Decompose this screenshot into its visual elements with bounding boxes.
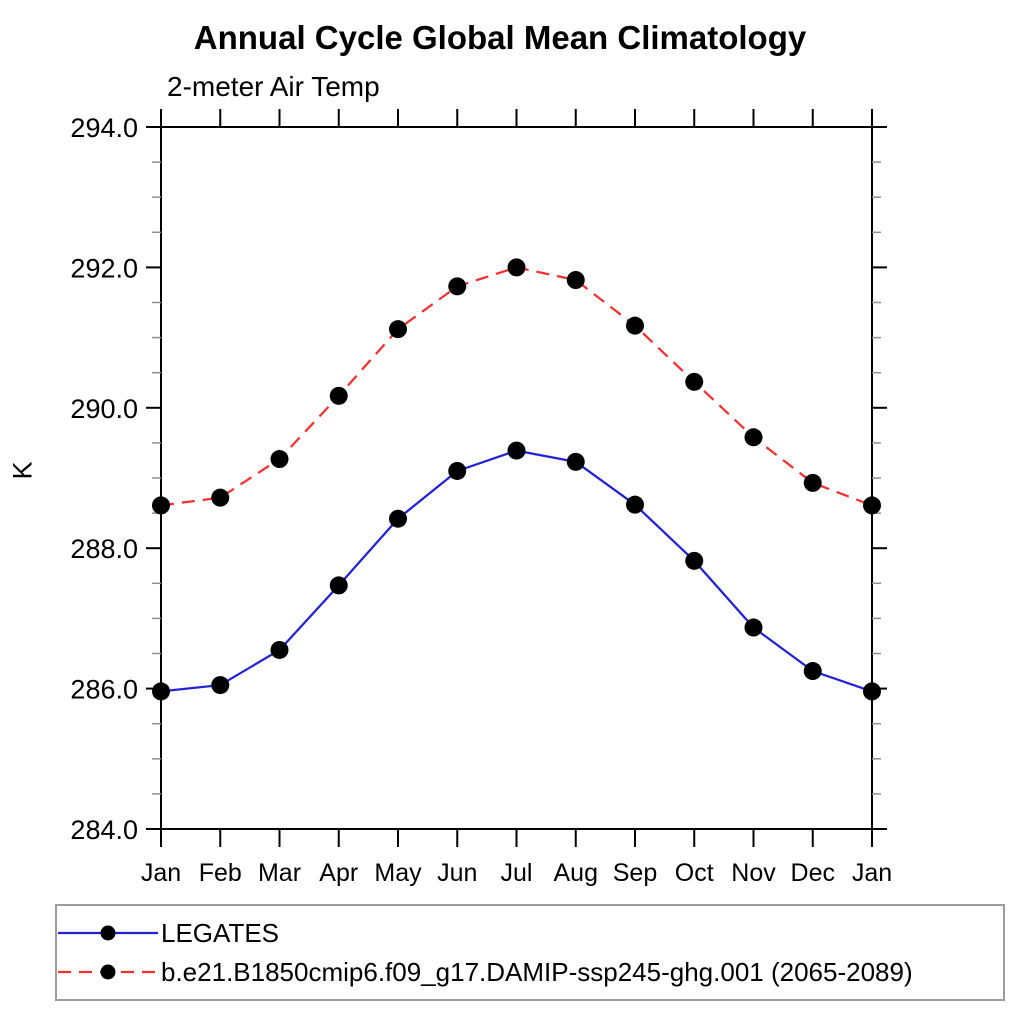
data-point-marker xyxy=(685,551,704,570)
plot-frame xyxy=(160,126,873,830)
chart-title: Annual Cycle Global Mean Climatology xyxy=(193,19,807,56)
data-point-marker xyxy=(507,441,526,460)
legend-label-ghg-run: b.e21.B1850cmip6.f09_g17.DAMIP-ssp245-gh… xyxy=(161,957,913,987)
data-point-marker xyxy=(863,682,881,701)
x-axis-tick-label: May xyxy=(374,859,422,887)
legend-label-legates: LEGATES xyxy=(161,918,280,948)
x-axis-tick-label: Jun xyxy=(437,859,477,887)
data-point-marker xyxy=(803,473,822,492)
data-point-marker xyxy=(152,496,170,515)
y-axis-tick-label: 288.0 xyxy=(70,534,138,564)
x-axis-tick-label: Apr xyxy=(319,859,358,887)
data-point-marker xyxy=(863,496,881,515)
x-axis-tick-label: Jan xyxy=(852,859,892,887)
x-axis-tick-label: Jan xyxy=(141,859,181,887)
series-line-legates xyxy=(160,449,873,693)
data-point-marker xyxy=(744,618,763,637)
data-point-marker xyxy=(744,428,763,447)
legend-box: LEGATES b.e21.B1850cmip6.f09_g17.DAMIP-s… xyxy=(55,904,1005,1001)
x-axis-tick-label: Jul xyxy=(501,859,533,887)
data-point-marker xyxy=(507,258,526,277)
x-axis-tick-label: Mar xyxy=(258,859,301,887)
x-axis-tick-label: Aug xyxy=(554,859,598,887)
data-point-marker xyxy=(566,271,585,290)
x-axis-tick-label: Sep xyxy=(613,859,657,887)
legend-sample-marker xyxy=(100,925,116,941)
legend-sample-marker xyxy=(100,964,116,980)
data-point-marker xyxy=(270,450,289,469)
chart-subtitle: 2-meter Air Temp xyxy=(167,71,380,102)
data-point-marker xyxy=(389,320,407,339)
x-axis-tick-label: Oct xyxy=(675,859,714,887)
x-axis-tick-label: Feb xyxy=(199,859,242,887)
data-point-marker xyxy=(448,277,467,296)
data-point-marker xyxy=(211,676,230,695)
data-point-marker xyxy=(329,386,348,405)
legend-item-legates: LEGATES xyxy=(58,920,1003,946)
data-point-marker xyxy=(626,495,644,514)
data-point-marker xyxy=(152,682,170,701)
y-axis-tick-label: 290.0 xyxy=(70,394,138,424)
legend-item-ghg-run: b.e21.B1850cmip6.f09_g17.DAMIP-ssp245-gh… xyxy=(58,959,1003,985)
data-point-marker xyxy=(211,488,230,507)
plot-area: Jan Feb Mar Apr May Jun Jul Aug Sep Oct Nov Dec Jan2… xyxy=(70,109,892,887)
ghg-run-line-sample xyxy=(58,964,158,980)
y-axis-tick-label: 284.0 xyxy=(70,815,138,845)
data-point-marker xyxy=(626,316,644,335)
data-point-marker xyxy=(329,576,348,595)
data-point-marker xyxy=(685,372,704,391)
data-point-marker xyxy=(389,509,407,528)
y-axis-tick-label: 286.0 xyxy=(70,675,138,705)
data-point-marker xyxy=(448,461,467,480)
y-axis-tick-label: 292.0 xyxy=(70,253,138,283)
x-axis-tick-label: Nov xyxy=(731,859,776,887)
data-point-marker xyxy=(566,452,585,471)
series-line-ghg-run xyxy=(160,266,873,507)
legates-line-sample xyxy=(58,925,158,941)
data-point-marker xyxy=(803,662,822,681)
data-point-marker xyxy=(270,640,289,659)
x-axis-tick-label: Dec xyxy=(791,859,835,887)
y-axis-tick-label: 294.0 xyxy=(70,113,138,143)
